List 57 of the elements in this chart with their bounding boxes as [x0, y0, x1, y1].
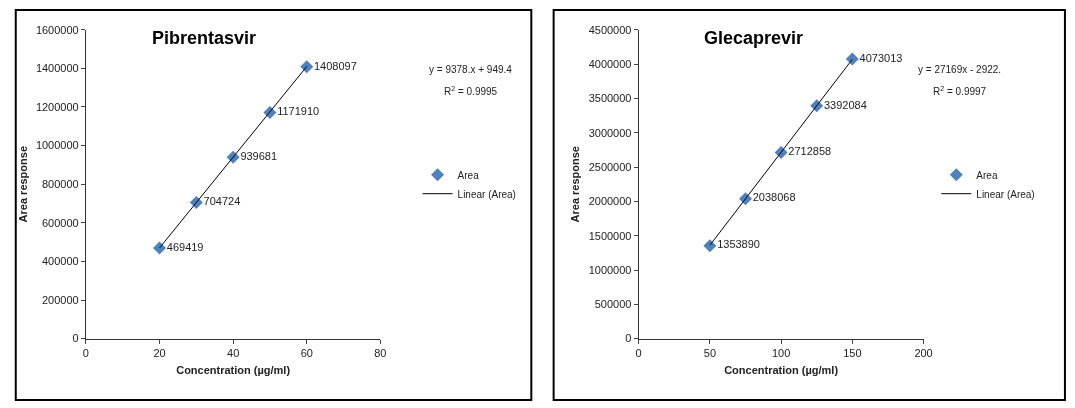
- point: [153, 241, 167, 255]
- y-tick-label: 1400000: [35, 62, 79, 75]
- chart-title: Pibrentasvir: [152, 28, 257, 48]
- y-axis-title: Area response: [569, 145, 582, 223]
- data-label: 3392084: [823, 98, 867, 111]
- x-tick-label: 150: [843, 346, 862, 359]
- x-tick-label: 100: [771, 346, 791, 359]
- x-tick-label: 60: [300, 346, 313, 359]
- y-tick-label: 800000: [42, 178, 79, 191]
- x-axis-title: Concentration (µg/ml): [176, 364, 291, 377]
- x-tick-label: 0: [635, 346, 642, 359]
- y-tick-label: 4500000: [588, 23, 632, 36]
- point: [300, 60, 314, 74]
- y-tick-label: 0: [625, 332, 632, 345]
- y-tick-label: 1000000: [588, 263, 632, 276]
- y-axis-title: Area response: [16, 145, 29, 223]
- data-label: 1408097: [314, 59, 357, 72]
- x-tick-label: 200: [914, 346, 933, 359]
- legend-label: Area: [457, 169, 480, 181]
- y-tick-label: 3000000: [588, 126, 632, 139]
- annotation: y = 27169x - 2922.: [918, 64, 1002, 75]
- y-tick-label: 1200000: [35, 100, 79, 113]
- chart-title: Glecaprevir: [704, 28, 804, 48]
- y-tick-label: 1600000: [35, 23, 79, 36]
- data-label: 2038068: [752, 191, 796, 204]
- y-tick-label: 200000: [42, 293, 79, 306]
- text: R$^{2}$ = 0.9997: [933, 85, 987, 98]
- y-tick-label: 2000000: [588, 195, 632, 208]
- legend-label: Area: [976, 169, 998, 181]
- text: R$^{2}$ = 0.9995: [444, 85, 498, 98]
- x-tick-label: 50: [703, 346, 717, 359]
- data-label: 704724: [203, 195, 241, 208]
- y-tick-label: 2500000: [588, 160, 632, 173]
- x-axis-title: Concentration (µg/ml): [724, 364, 839, 377]
- y-tick-label: 600000: [42, 216, 79, 229]
- x-tick-label: 0: [82, 346, 89, 359]
- y-tick-label: 0: [72, 332, 79, 345]
- y-tick-label: 1500000: [588, 229, 632, 242]
- data-label: 1353890: [717, 238, 760, 251]
- data-label: 2712858: [788, 145, 832, 158]
- x-tick-label: 40: [227, 346, 240, 359]
- data-label: 939681: [240, 149, 278, 162]
- point: [703, 239, 717, 253]
- data-label: 469419: [166, 240, 204, 253]
- x-tick-label: 80: [374, 346, 387, 359]
- text: y = 9378.x + 949.4: [429, 64, 513, 75]
- x-tick-label: 20: [153, 346, 166, 359]
- point: [845, 52, 859, 66]
- y-tick-label: 4000000: [588, 57, 632, 70]
- y-tick-label: 500000: [594, 298, 632, 311]
- data-label: 4073013: [859, 51, 903, 64]
- legend-label: Linear (Area): [457, 188, 516, 200]
- legend-label: Linear (Area): [976, 188, 1035, 200]
- y-tick-label: 3500000: [588, 92, 632, 105]
- data-label: 1171910: [277, 105, 320, 118]
- y-tick-label: 400000: [42, 255, 79, 268]
- y-tick-label: 1000000: [35, 139, 79, 152]
